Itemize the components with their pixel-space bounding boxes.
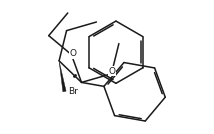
Polygon shape [59, 61, 66, 92]
Text: Br: Br [68, 87, 78, 96]
Text: O: O [70, 49, 77, 58]
Text: O: O [109, 67, 116, 76]
